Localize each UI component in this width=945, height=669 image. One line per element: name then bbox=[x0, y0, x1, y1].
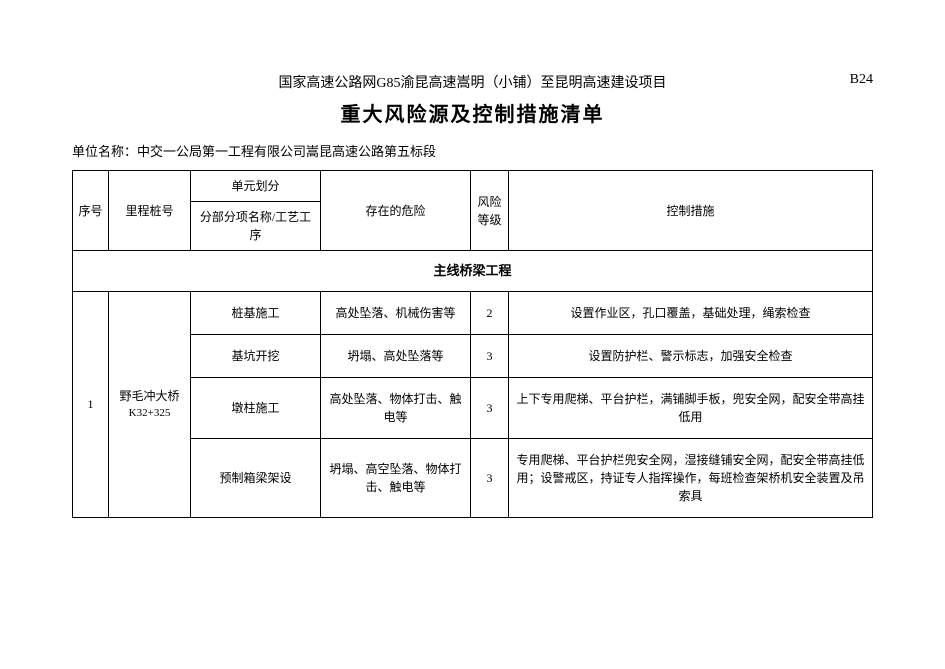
cell-risk: 坍塌、高处坠落等 bbox=[321, 334, 471, 377]
cell-level: 3 bbox=[471, 334, 509, 377]
cell-measure: 设置防护栏、警示标志，加强安全检查 bbox=[509, 334, 873, 377]
cell-level: 2 bbox=[471, 291, 509, 334]
cell-measure: 设置作业区，孔口覆盖，基础处理，绳索检查 bbox=[509, 291, 873, 334]
section-title: 主线桥梁工程 bbox=[73, 251, 873, 292]
cell-unit: 墩柱施工 bbox=[191, 377, 321, 438]
col-seq: 序号 bbox=[73, 171, 109, 251]
cell-seq: 1 bbox=[73, 291, 109, 517]
cell-unit: 桩基施工 bbox=[191, 291, 321, 334]
col-mileage: 里程桩号 bbox=[109, 171, 191, 251]
cell-level: 3 bbox=[471, 377, 509, 438]
project-title: 国家高速公路网G85渝昆高速嵩明（小铺）至昆明高速建设项目 bbox=[278, 72, 666, 92]
mileage-main: 野毛冲大桥 bbox=[113, 387, 186, 405]
risk-table: 序号 里程桩号 单元划分 存在的危险 风险等级 控制措施 分部分项名称/工艺工序… bbox=[72, 170, 873, 518]
mileage-sub: K32+325 bbox=[113, 405, 186, 422]
doc-code: B24 bbox=[850, 72, 873, 88]
main-title: 重大风险源及控制措施清单 bbox=[72, 98, 873, 127]
col-risk: 存在的危险 bbox=[321, 171, 471, 251]
cell-mileage: 野毛冲大桥 K32+325 bbox=[109, 291, 191, 517]
cell-risk: 高处坠落、物体打击、触电等 bbox=[321, 377, 471, 438]
cell-risk: 高处坠落、机械伤害等 bbox=[321, 291, 471, 334]
col-measures: 控制措施 bbox=[509, 171, 873, 251]
cell-risk: 坍塌、高空坠落、物体打击、触电等 bbox=[321, 438, 471, 517]
cell-unit: 预制箱梁架设 bbox=[191, 438, 321, 517]
org-label: 单位名称： bbox=[72, 144, 137, 159]
org-line: 单位名称：中交一公局第一工程有限公司嵩昆高速公路第五标段 bbox=[72, 141, 873, 160]
cell-unit: 基坑开挖 bbox=[191, 334, 321, 377]
col-unit-group: 单元划分 bbox=[191, 171, 321, 202]
cell-measure: 专用爬梯、平台护栏兜安全网，湿接缝铺安全网，配安全带高挂低用；设警戒区，持证专人… bbox=[509, 438, 873, 517]
org-value: 中交一公局第一工程有限公司嵩昆高速公路第五标段 bbox=[137, 144, 436, 159]
col-unit-sub: 分部分项名称/工艺工序 bbox=[191, 202, 321, 251]
col-level: 风险等级 bbox=[471, 171, 509, 251]
cell-level: 3 bbox=[471, 438, 509, 517]
cell-measure: 上下专用爬梯、平台护栏，满铺脚手板，兜安全网，配安全带高挂低用 bbox=[509, 377, 873, 438]
